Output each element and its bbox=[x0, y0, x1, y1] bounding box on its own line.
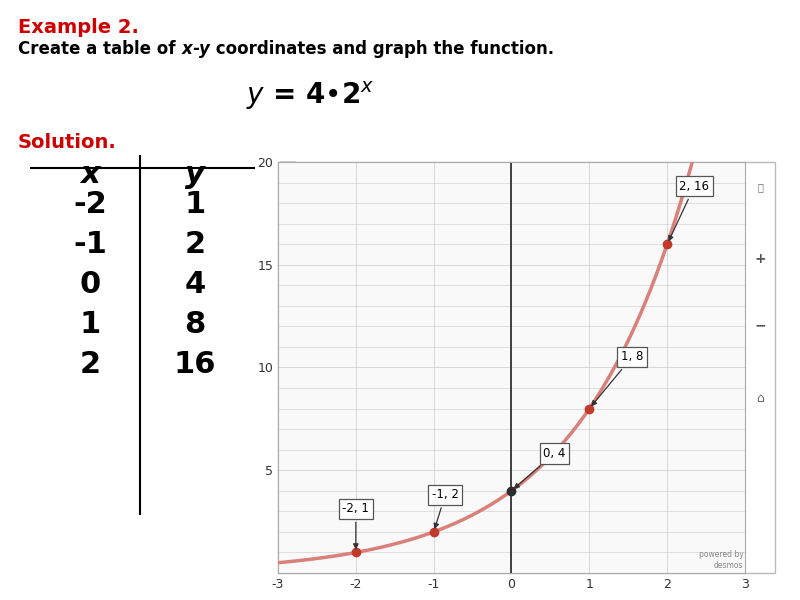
Text: 2: 2 bbox=[79, 350, 101, 379]
Text: coordinates and graph the function.: coordinates and graph the function. bbox=[210, 40, 554, 58]
Text: Example 2.: Example 2. bbox=[18, 18, 139, 37]
Text: -2: -2 bbox=[73, 190, 107, 219]
Text: x: x bbox=[80, 160, 100, 189]
Text: 1: 1 bbox=[184, 190, 206, 219]
Text: Create a table of: Create a table of bbox=[18, 40, 182, 58]
Text: +: + bbox=[754, 253, 766, 266]
Text: x: x bbox=[182, 40, 192, 58]
Text: Solution.: Solution. bbox=[18, 133, 117, 152]
Text: 2, 16: 2, 16 bbox=[669, 180, 710, 241]
Text: −: − bbox=[754, 318, 766, 332]
Text: y: y bbox=[185, 160, 205, 189]
Text: $\mathit{y}$ = 4•2$^{\mathit{x}}$: $\mathit{y}$ = 4•2$^{\mathit{x}}$ bbox=[246, 80, 374, 112]
Text: powered by
desmos: powered by desmos bbox=[698, 550, 743, 570]
Text: -1, 2: -1, 2 bbox=[432, 488, 458, 528]
Text: 16: 16 bbox=[174, 350, 216, 379]
Text: -1: -1 bbox=[73, 230, 107, 259]
Text: 4: 4 bbox=[184, 270, 206, 299]
Text: 🔧: 🔧 bbox=[757, 182, 763, 193]
Text: ⌂: ⌂ bbox=[756, 392, 764, 405]
Text: 0: 0 bbox=[79, 270, 101, 299]
Text: 1, 8: 1, 8 bbox=[592, 350, 643, 406]
Text: 1: 1 bbox=[79, 310, 101, 339]
Text: »: » bbox=[284, 165, 290, 175]
Text: y: y bbox=[199, 40, 210, 58]
Text: 8: 8 bbox=[184, 310, 206, 339]
Text: 2: 2 bbox=[185, 230, 206, 259]
Text: 0, 4: 0, 4 bbox=[514, 447, 566, 488]
Text: -2, 1: -2, 1 bbox=[342, 502, 370, 548]
Text: -: - bbox=[192, 40, 199, 58]
